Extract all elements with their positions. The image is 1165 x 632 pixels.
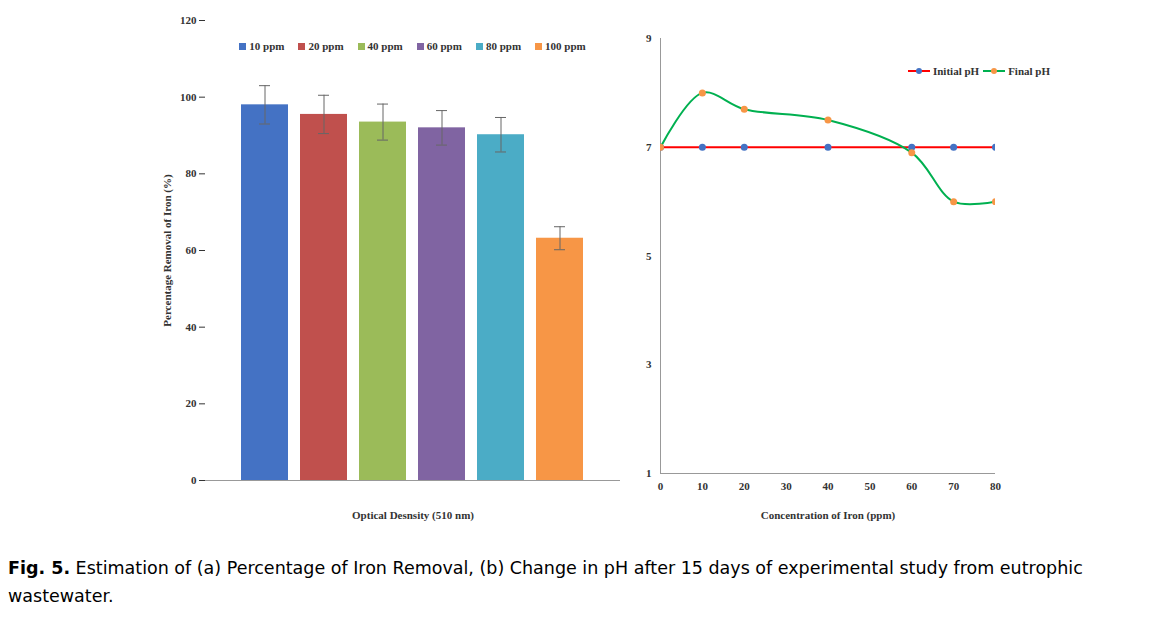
svg-text:60: 60 (186, 244, 198, 256)
html-text:60 ppm: 60 ppm (426, 40, 462, 52)
svg-text:0: 0 (191, 474, 197, 486)
html-text:Fig. 5. Estimation of (a) Perc: Fig. 5. Estimation of (a) Percentage of … (8, 558, 1083, 606)
svg-text:100: 100 (180, 91, 197, 103)
svg-text:40: 40 (823, 480, 835, 492)
svg-text:50: 50 (864, 480, 876, 492)
html-text:Initial pH: Initial pH (933, 65, 980, 77)
html-text:40 ppm: 40 ppm (367, 40, 403, 52)
svg-text:120: 120 (180, 14, 197, 26)
html-text:80 ppm: 80 ppm (485, 40, 522, 52)
svg-text:Optical Desnsity (510 nm): Optical Desnsity (510 nm) (352, 509, 474, 522)
svg-text:1: 1 (646, 467, 652, 479)
svg-text:0: 0 (658, 480, 664, 492)
svg-text:9: 9 (646, 32, 652, 44)
svg-text:5: 5 (646, 250, 652, 262)
svg-text:70: 70 (948, 480, 960, 492)
svg-text:Percentage Removal of Iron (%): Percentage Removal of Iron (%) (161, 174, 174, 327)
svg-text:80: 80 (186, 167, 198, 179)
svg-text:Concentration of Iron (ppm): Concentration of Iron (ppm) (761, 509, 896, 522)
svg-text:7: 7 (646, 141, 652, 153)
svg-text:40: 40 (186, 321, 198, 333)
svg-text:10: 10 (697, 480, 709, 492)
html-text:10 ppm: 10 ppm (249, 40, 285, 52)
html-text:100 ppm: 100 ppm (545, 40, 586, 52)
svg-text:80: 80 (990, 480, 1002, 492)
svg-text:20: 20 (739, 480, 751, 492)
svg-text:60: 60 (906, 480, 918, 492)
svg-text:20: 20 (186, 397, 198, 409)
html-text:Final pH: Final pH (1008, 65, 1050, 77)
html-text:20 ppm: 20 ppm (308, 40, 344, 52)
svg-text:3: 3 (646, 358, 652, 370)
svg-text:30: 30 (781, 480, 793, 492)
